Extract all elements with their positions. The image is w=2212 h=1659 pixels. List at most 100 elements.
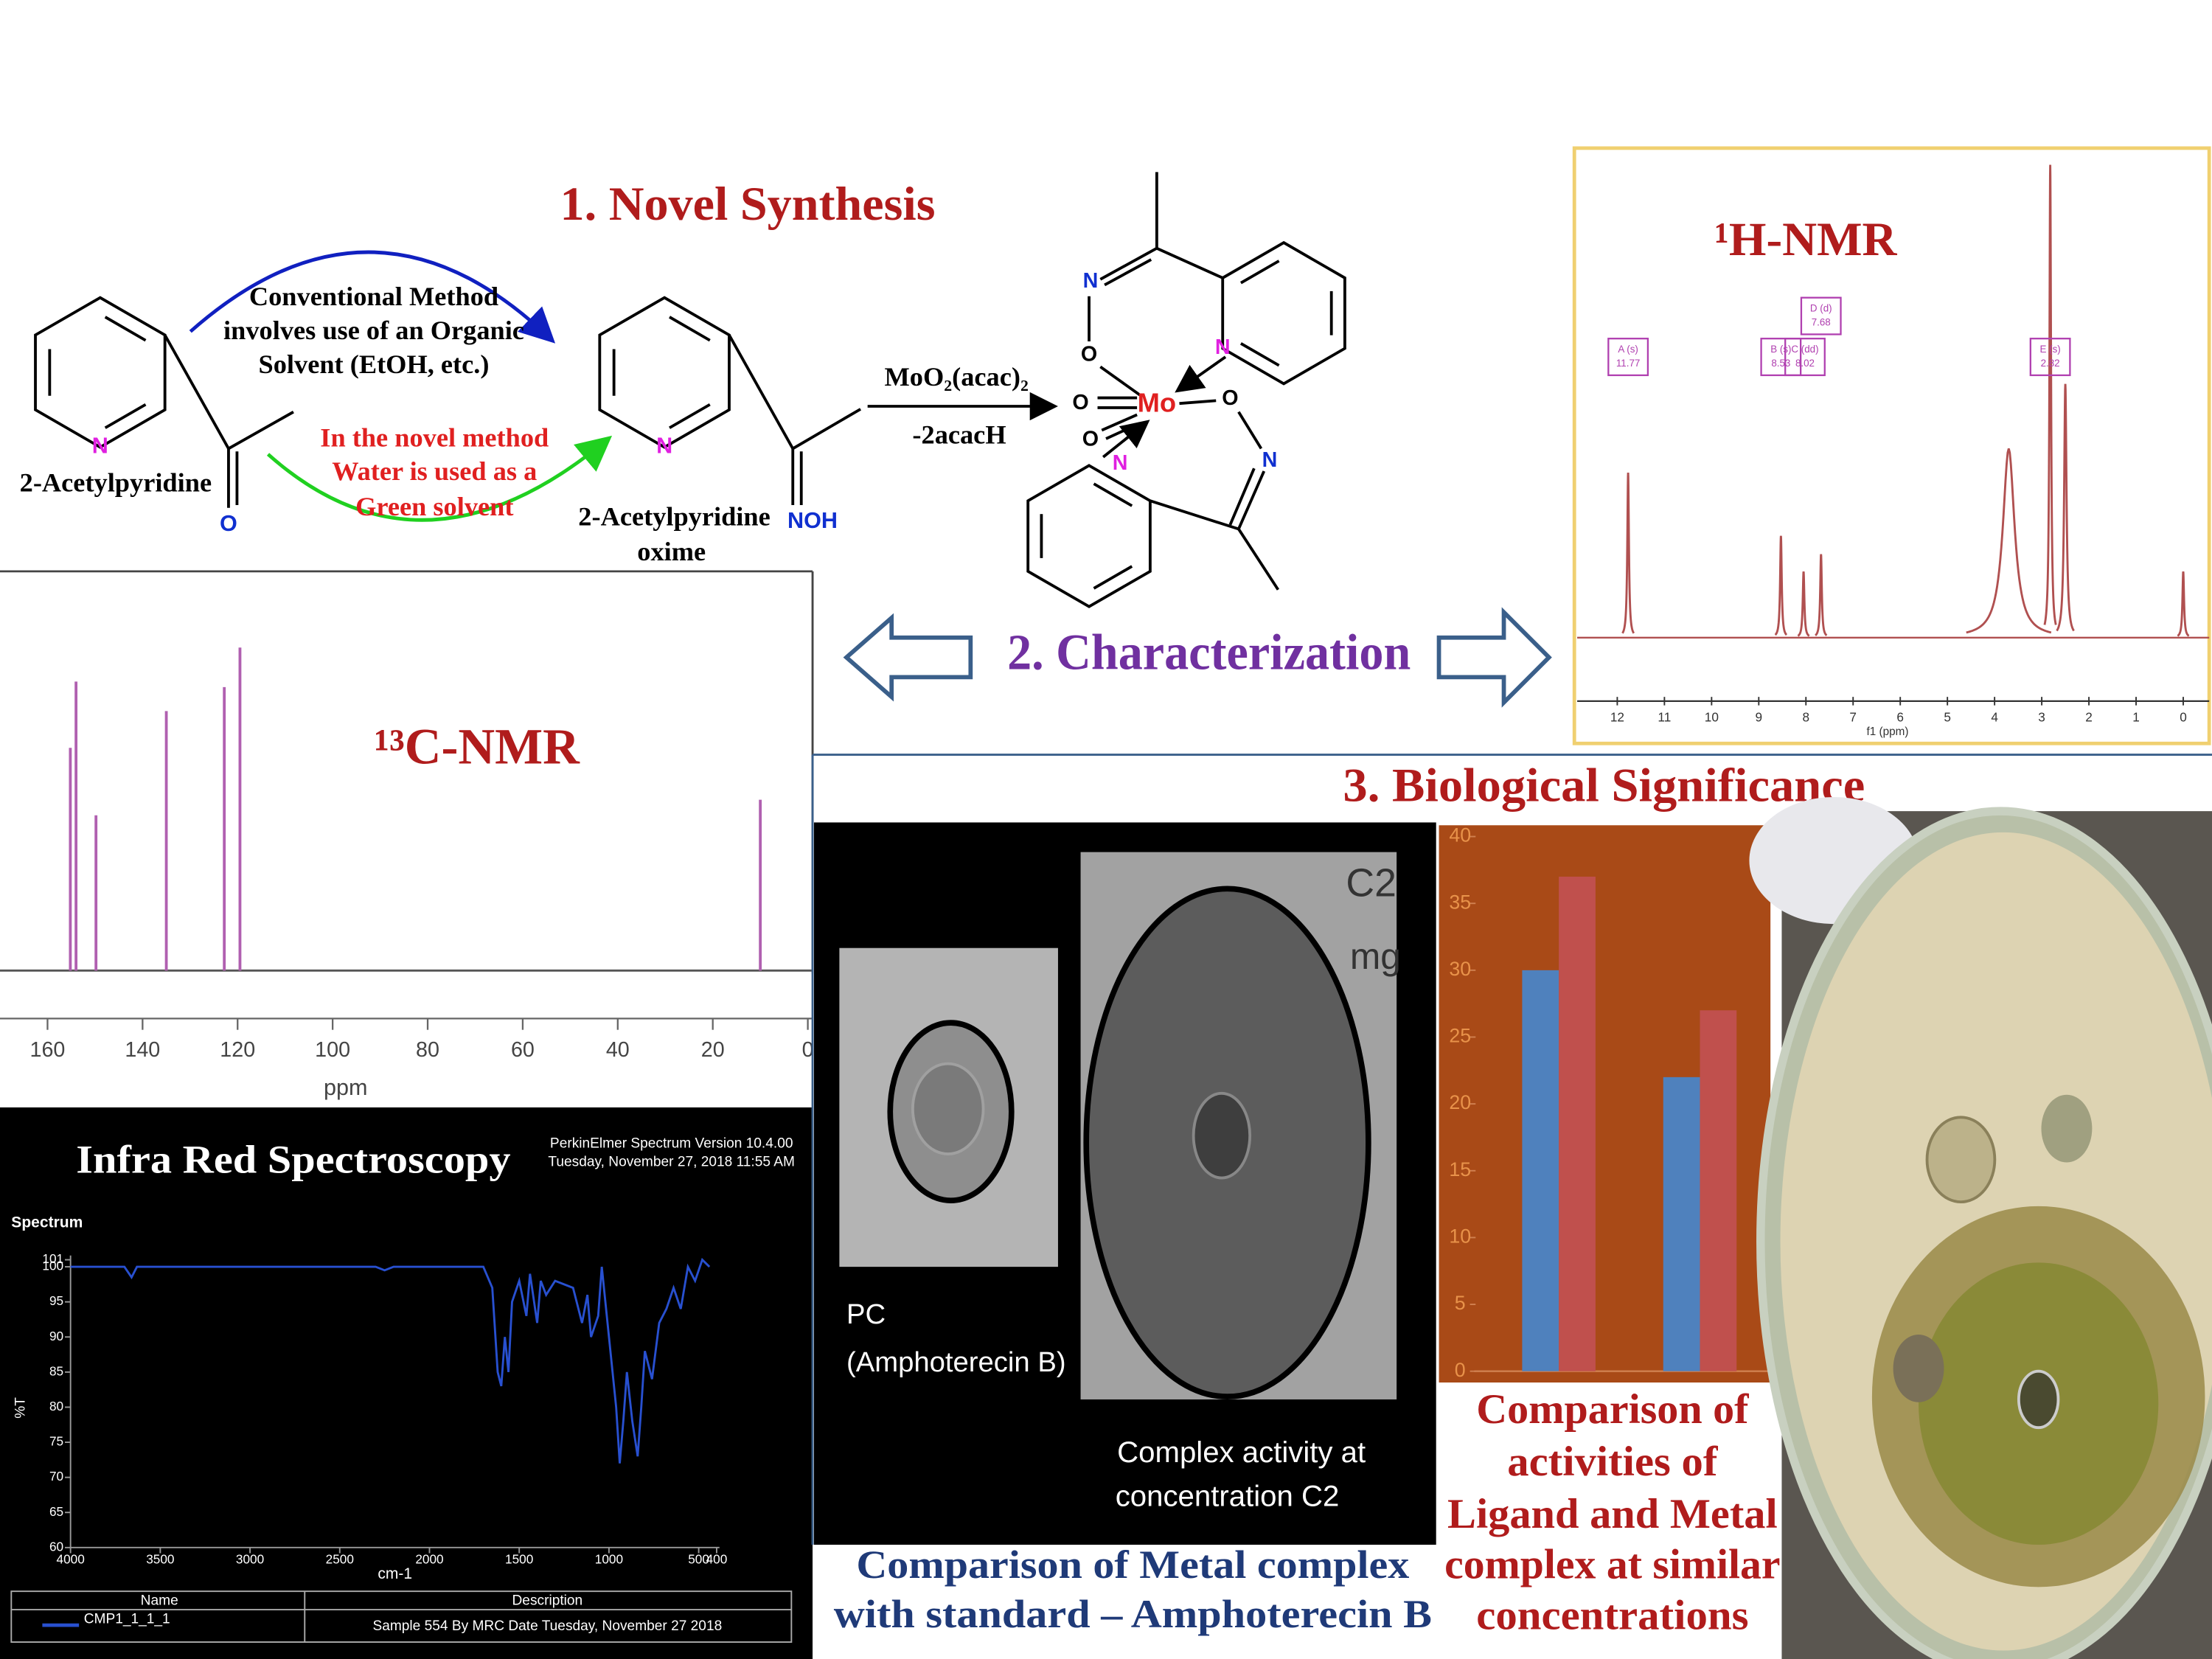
bar bbox=[1700, 1010, 1737, 1371]
peak-label: 7.68 bbox=[1812, 317, 1831, 328]
x-tick-label: 140 bbox=[125, 1038, 160, 1062]
x-tick-label: 4 bbox=[1991, 709, 1998, 724]
atom: O bbox=[1082, 428, 1099, 451]
nmr-peak bbox=[2177, 571, 2190, 637]
method-text: Solvent (EtOH, etc.) bbox=[259, 349, 490, 379]
ring bbox=[1221, 240, 1346, 386]
compound-name: 2-Acetylpyridine bbox=[20, 468, 212, 498]
caption: complex at similar bbox=[1444, 1542, 1780, 1588]
x-tick-label: 5 bbox=[1944, 709, 1951, 724]
y-tick-label: 0 bbox=[1455, 1359, 1466, 1381]
bond bbox=[1104, 258, 1152, 287]
peak-label-box bbox=[1800, 296, 1842, 335]
photo-label: PC bbox=[846, 1298, 886, 1330]
y-tick-label: 80 bbox=[49, 1399, 63, 1413]
x-tick-label: 1000 bbox=[595, 1552, 623, 1567]
double-bond bbox=[669, 316, 711, 342]
double-bond bbox=[669, 403, 711, 429]
y-tick-label: 90 bbox=[49, 1329, 63, 1343]
well bbox=[1192, 1091, 1252, 1180]
well bbox=[911, 1062, 985, 1155]
x-tick-label: 4000 bbox=[57, 1552, 85, 1567]
y-tick-label: 40 bbox=[1449, 824, 1471, 846]
double-bond bbox=[104, 403, 147, 429]
plate-mark: C2 bbox=[1346, 862, 1396, 905]
y-tick-label: 95 bbox=[49, 1293, 63, 1308]
x-tick-label: 160 bbox=[30, 1038, 66, 1062]
table-header: Name bbox=[141, 1593, 178, 1609]
atom: NOH bbox=[787, 508, 838, 533]
peak-label-box bbox=[1760, 338, 1802, 377]
axis-label: cm-1 bbox=[378, 1565, 412, 1582]
double-bond bbox=[1239, 342, 1280, 367]
x-tick-label: 1 bbox=[2132, 709, 2140, 724]
bond bbox=[1179, 399, 1217, 406]
bond bbox=[1099, 247, 1158, 281]
x-tick-label: 3 bbox=[2038, 709, 2045, 724]
y-tick-label: 101 bbox=[42, 1251, 63, 1266]
table-cell: CMP1_1_1_1 bbox=[84, 1611, 170, 1627]
y-tick-label: 65 bbox=[49, 1504, 63, 1519]
y-tick-label: 30 bbox=[1449, 958, 1471, 980]
software-info: Tuesday, November 27, 2018 11:55 AM bbox=[548, 1155, 795, 1170]
peak-label-box bbox=[1607, 338, 1649, 377]
atom: O bbox=[1072, 391, 1088, 414]
nmr-peak bbox=[1774, 535, 1788, 636]
nmr-peak bbox=[1966, 448, 2052, 634]
atom: N bbox=[1113, 451, 1128, 475]
y-tick-label: 25 bbox=[1449, 1025, 1471, 1047]
x-tick-label: 6 bbox=[1896, 709, 1904, 724]
x-tick-label: 2500 bbox=[326, 1552, 354, 1567]
x-tick-label: 40 bbox=[606, 1038, 630, 1062]
double-bond bbox=[104, 316, 147, 342]
panel-title: Infra Red Spectroscopy bbox=[76, 1138, 511, 1182]
peak-label-box bbox=[1784, 338, 1826, 377]
software-info: PerkinElmer Spectrum Version 10.4.00 bbox=[550, 1136, 793, 1152]
atom: N bbox=[1083, 269, 1099, 293]
x-tick-label: 10 bbox=[1705, 709, 1719, 724]
plate-mark: mg bbox=[1350, 936, 1401, 977]
peak-label: 8.53 bbox=[1771, 358, 1790, 369]
x-tick-label: 7 bbox=[1849, 709, 1857, 724]
axis-label: f1 (ppm) bbox=[1866, 726, 1908, 738]
block-arrow-left bbox=[843, 613, 973, 702]
caption: Comparison of Metal complex bbox=[856, 1543, 1409, 1587]
x-tick-label: 500 bbox=[688, 1552, 709, 1567]
atom: O bbox=[1081, 343, 1097, 366]
bond bbox=[1156, 246, 1224, 279]
panel-title: ¹H-NMR bbox=[1714, 213, 1897, 266]
peak-label: C (dd) bbox=[1791, 344, 1818, 355]
x-tick-label: 3000 bbox=[236, 1552, 264, 1567]
x-tick-label: 60 bbox=[511, 1038, 535, 1062]
x-tick-label: 400 bbox=[706, 1552, 728, 1567]
y-tick-label: 75 bbox=[49, 1434, 63, 1449]
x-tick-label: 0 bbox=[802, 1038, 814, 1062]
photo-label: (Amphoterecin B) bbox=[846, 1346, 1066, 1378]
panel-frame bbox=[1572, 146, 2211, 745]
nmr-peak bbox=[2043, 164, 2057, 625]
y-tick-label: 5 bbox=[1455, 1292, 1466, 1314]
ring bbox=[1026, 464, 1152, 608]
x-tick-label: 2 bbox=[2085, 709, 2093, 724]
method-text: Conventional Method bbox=[249, 282, 498, 311]
caption: concentrations bbox=[1476, 1593, 1748, 1639]
atom: N bbox=[92, 434, 108, 459]
ring bbox=[598, 296, 731, 449]
panel-label: Spectrum bbox=[11, 1214, 83, 1231]
arrow-novel bbox=[266, 435, 613, 522]
bar bbox=[1559, 876, 1596, 1371]
x-tick-label: 1500 bbox=[505, 1552, 533, 1567]
axis-label: ppm bbox=[324, 1075, 368, 1100]
peak-label: 2.82 bbox=[2041, 358, 2060, 369]
section-title: 1. Novel Synthesis bbox=[560, 178, 936, 231]
section-title: 2. Characterization bbox=[1007, 624, 1411, 680]
compound-name: oxime bbox=[637, 537, 706, 566]
reagent: -2acacH bbox=[912, 420, 1006, 449]
peak-label: E (s) bbox=[2039, 344, 2060, 355]
section-title: 3. Biological Significance bbox=[1343, 759, 1865, 812]
bond bbox=[228, 411, 294, 451]
well bbox=[2017, 1369, 2060, 1430]
bond bbox=[1228, 467, 1256, 526]
